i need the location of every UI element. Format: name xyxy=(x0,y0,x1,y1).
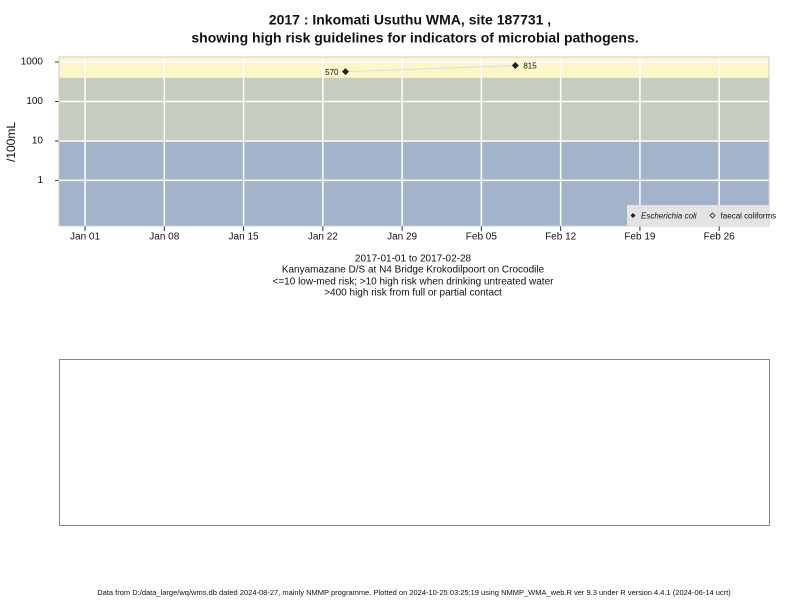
x-tick-label: Jan 15 xyxy=(229,232,259,243)
plot-frame xyxy=(58,56,770,227)
data-label: 570 xyxy=(325,68,339,77)
empty-panel xyxy=(59,359,770,526)
data-label: 815 xyxy=(523,62,537,71)
legend-label: Escherichia coli xyxy=(641,212,697,221)
y-tick-label: 1000 xyxy=(21,57,44,68)
x-tick-label: Feb 12 xyxy=(545,232,577,243)
data-point xyxy=(341,68,349,76)
legend-marker xyxy=(709,212,716,219)
y-tick-label: 10 xyxy=(32,136,44,147)
chart-title: 2017 : Inkomati Usuthu WMA, site 187731 … xyxy=(269,12,551,28)
x-tick-label: Jan 08 xyxy=(149,232,179,243)
x-tick-label: Feb 05 xyxy=(466,232,498,243)
caption: <=10 low-med risk; >10 high risk when dr… xyxy=(273,277,555,288)
legend-label: faecal coliforms xyxy=(721,212,777,221)
y-axis-label: /100mL xyxy=(4,122,18,162)
series-line xyxy=(345,65,516,73)
x-tick-label: Jan 22 xyxy=(308,232,338,243)
caption: 2017-01-01 to 2017-02-28 xyxy=(355,254,472,265)
x-tick-label: Jan 29 xyxy=(387,232,417,243)
x-tick-label: Jan 01 xyxy=(70,232,100,243)
x-tick-label: Feb 26 xyxy=(704,232,736,243)
caption: >400 high risk from full or partial cont… xyxy=(324,288,502,299)
legend-box xyxy=(627,205,769,226)
x-tick-label: Feb 19 xyxy=(624,232,656,243)
risk-band xyxy=(59,57,769,78)
data-point xyxy=(511,62,519,70)
caption: Kanyamazane D/S at N4 Bridge Krokodilpoo… xyxy=(282,265,545,276)
y-tick-label: 100 xyxy=(26,96,43,107)
legend-marker xyxy=(630,213,636,218)
chart-title: showing high risk guidelines for indicat… xyxy=(191,30,638,46)
risk-band xyxy=(59,77,769,141)
y-tick-label: 1 xyxy=(37,175,43,186)
footer: Data from D:/data_large/wq/wms.db dated … xyxy=(97,588,731,597)
